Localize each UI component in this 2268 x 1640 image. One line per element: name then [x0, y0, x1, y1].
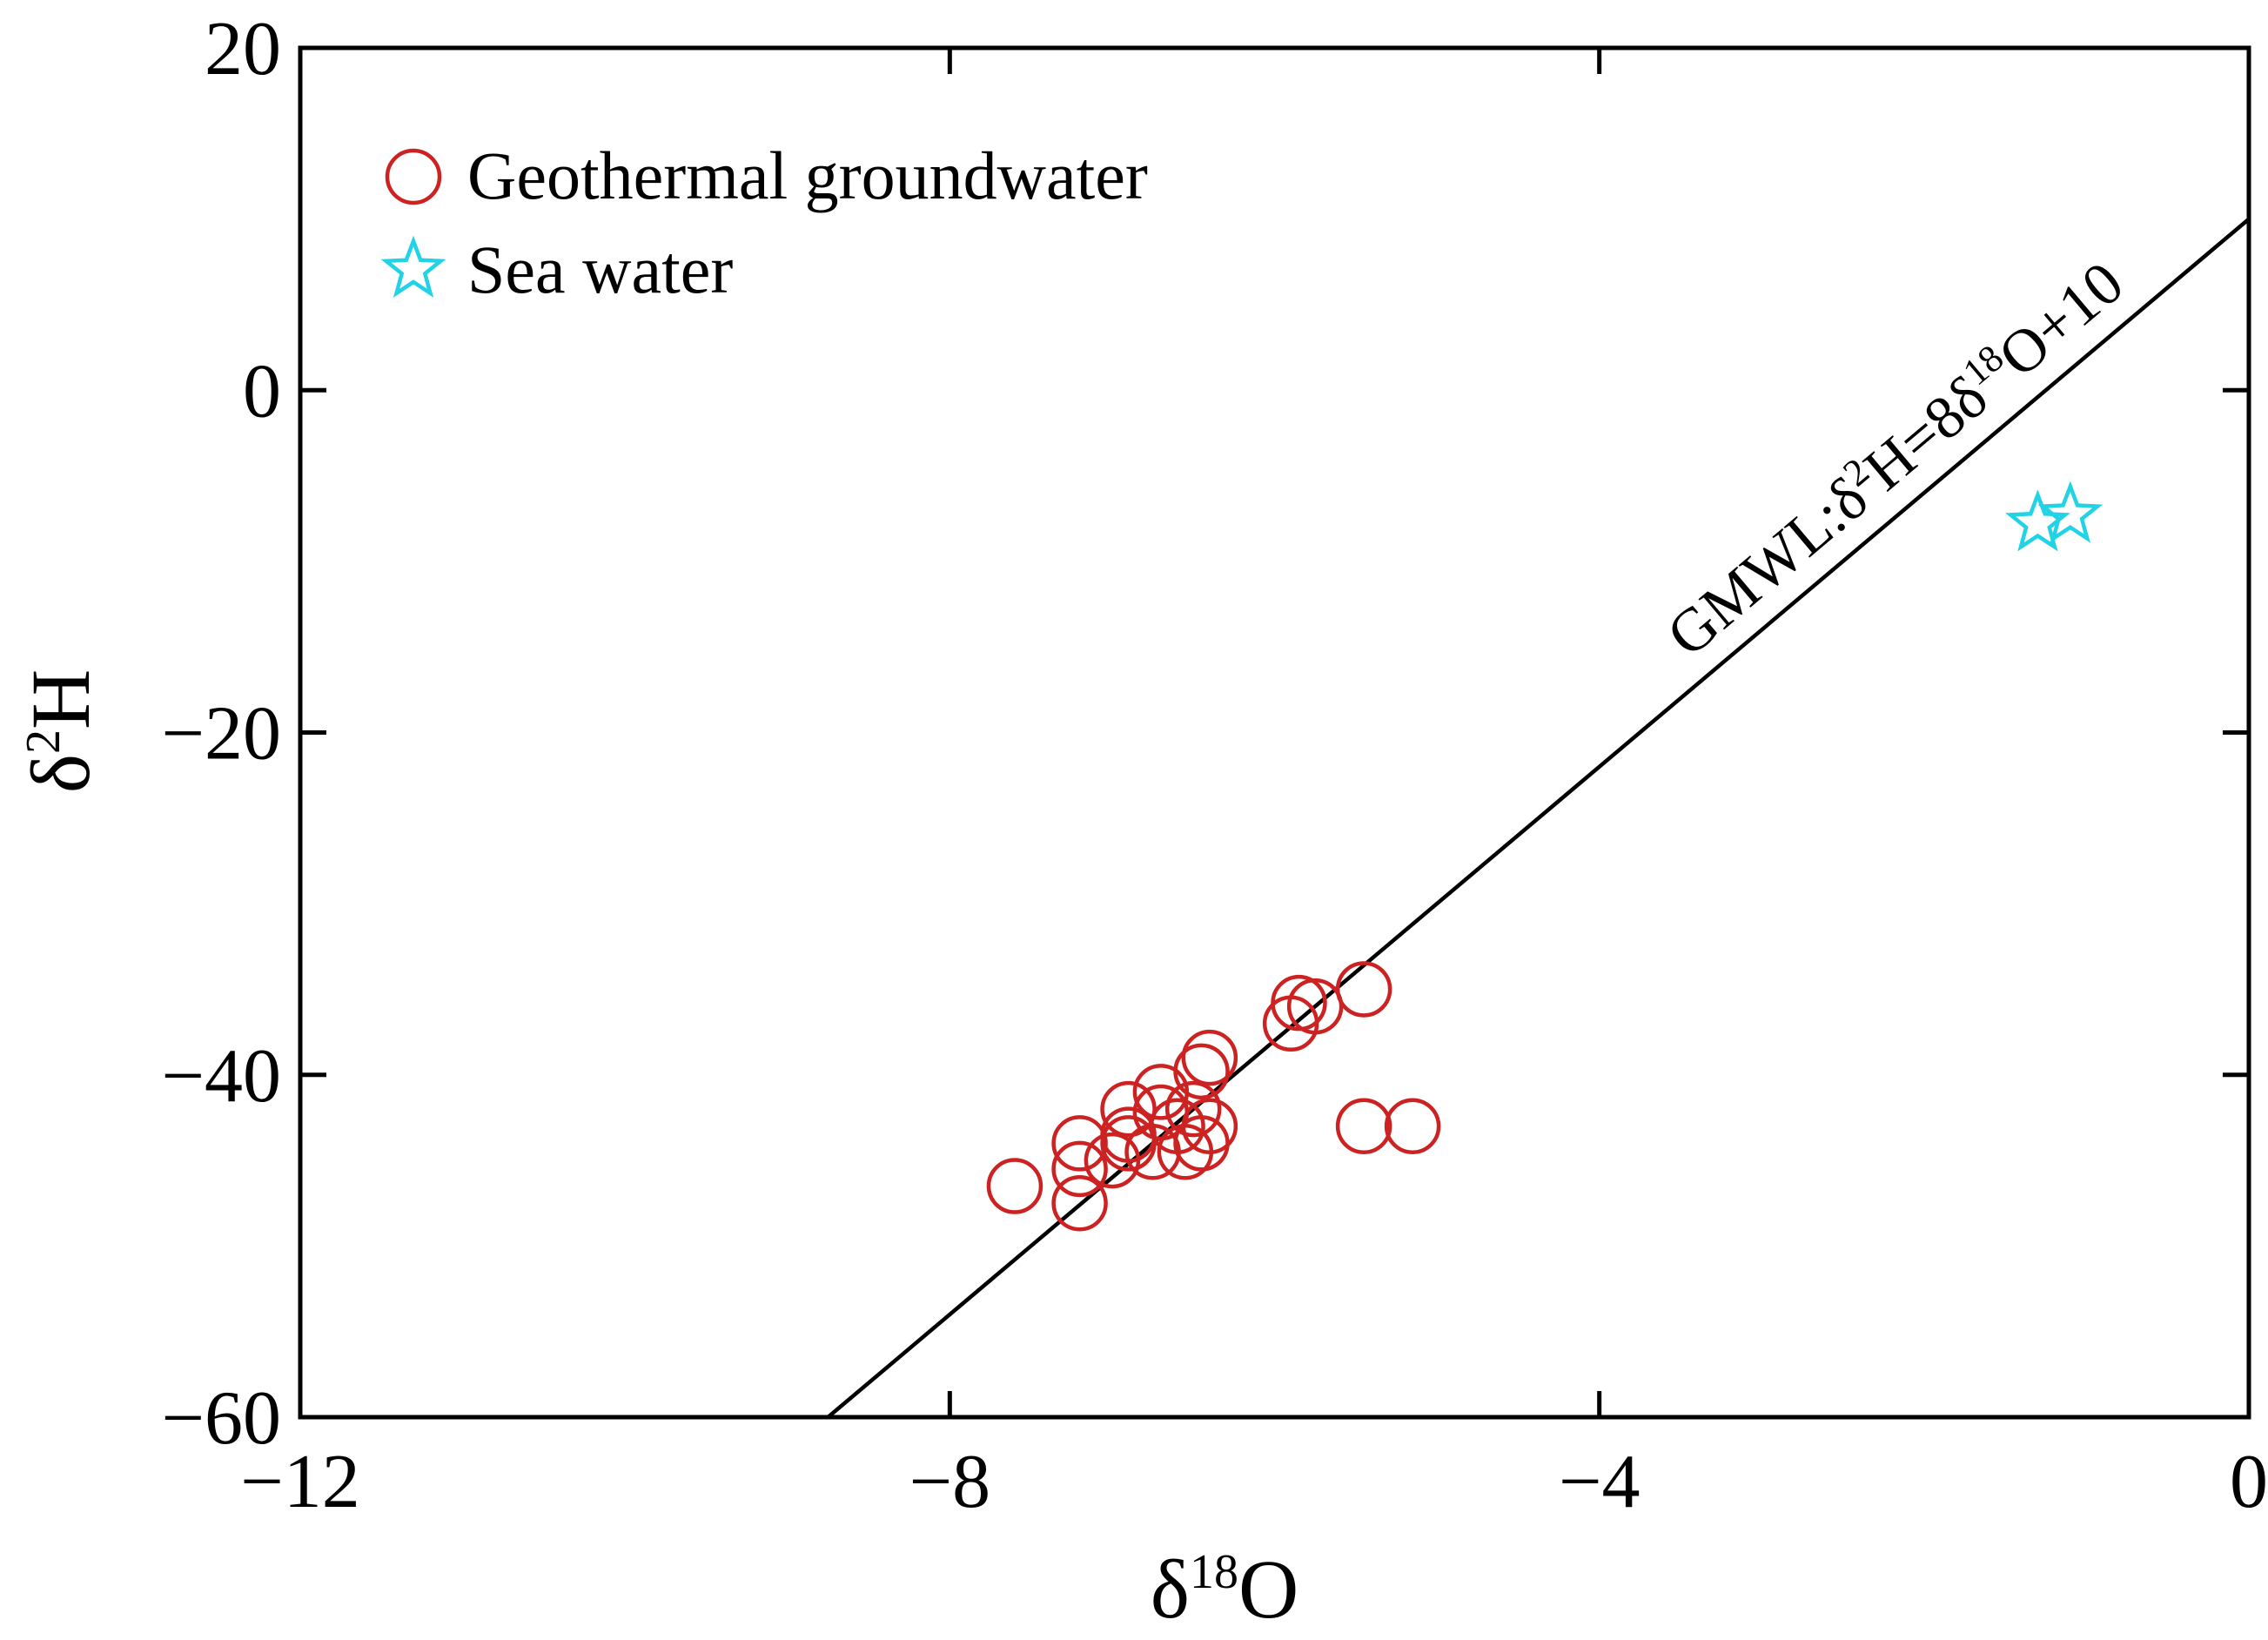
x-tick-label-3: 0: [2230, 1440, 2268, 1524]
y-axis-label-base: δ: [14, 754, 107, 793]
y-tick-label-2: −20: [161, 692, 281, 776]
sea-water-point-0: [2005, 489, 2070, 552]
geothermal-point-0: [986, 1158, 1043, 1214]
x-tick-label-1: −8: [909, 1440, 991, 1524]
gmwl-line: [826, 217, 2249, 1417]
legend: Geothermal groundwater Sea water: [380, 138, 1148, 307]
legend-circle-marker: [385, 148, 442, 205]
legend-item-geothermal: Geothermal groundwater: [385, 138, 1148, 213]
geothermal-point-20: [1286, 978, 1344, 1035]
geothermal-point-22: [1335, 1098, 1392, 1154]
geothermal-point-6: [1100, 1080, 1157, 1138]
y-axis-label-sup: 2: [17, 729, 70, 754]
geothermal-point-16: [1181, 1029, 1238, 1086]
gmwl-label-part-1: GMWL:δ: [1655, 465, 1881, 670]
geothermal-point-23: [1384, 1098, 1441, 1154]
gmwl-line-group: [826, 217, 2249, 1417]
y-tick-label-1: −40: [161, 1034, 281, 1119]
geothermal-point-3: [1051, 1115, 1108, 1172]
geothermal-point-21: [1335, 961, 1392, 1018]
axis-ticks: [298, 45, 2251, 1420]
legend-item-sea-water: Sea water: [380, 232, 733, 307]
legend-star-marker: [380, 235, 446, 298]
legend-label-sea-water: Sea water: [467, 232, 733, 307]
x-axis-label-base: δ: [1151, 1543, 1190, 1636]
x-tick-label-2: −4: [1559, 1440, 1641, 1524]
data-points: [986, 481, 2104, 1232]
y-axis-label: δ2H: [14, 669, 107, 794]
y-tick-label-4: 20: [205, 7, 281, 91]
y-axis-label-tail: H: [14, 669, 107, 729]
y-tick-label-0: −60: [161, 1376, 281, 1461]
y-tick-label-3: 0: [243, 349, 281, 434]
sea-water-point-1: [2037, 481, 2104, 543]
x-tick-label-0: −12: [240, 1440, 360, 1524]
x-axis-label-sup: 18: [1190, 1545, 1238, 1599]
geothermal-point-2: [1051, 1140, 1108, 1198]
x-axis-label: δ18O: [1151, 1543, 1299, 1636]
x-axis-label-tail: O: [1238, 1543, 1298, 1636]
geothermal-point-15: [1181, 1098, 1238, 1154]
geothermal-point-1: [1051, 1174, 1108, 1232]
geothermal-point-17: [1173, 1043, 1230, 1100]
geothermal-point-7: [1100, 1115, 1157, 1172]
gmwl-line-label: GMWL:δ2H=8δ18O+10: [1653, 246, 2136, 669]
geothermal-point-13: [1164, 1080, 1222, 1138]
legend-label-geothermal: Geothermal groundwater: [467, 138, 1148, 213]
